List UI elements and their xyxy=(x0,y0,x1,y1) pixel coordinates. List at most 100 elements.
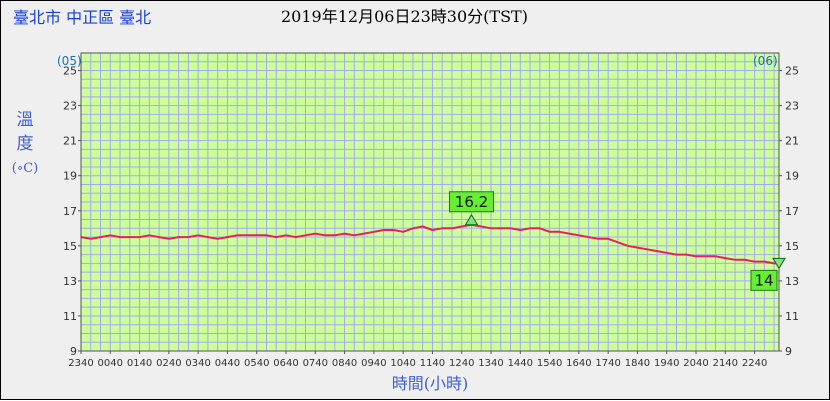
x-tick-label: 0040 xyxy=(98,358,123,369)
y-tick-label-left: 13 xyxy=(63,275,77,288)
data-point xyxy=(714,255,717,258)
data-point xyxy=(499,227,502,230)
y-tick-label-left: 17 xyxy=(63,205,77,218)
data-point xyxy=(255,234,258,237)
y-tick-label-right: 23 xyxy=(785,100,799,113)
plot-border xyxy=(80,52,780,352)
y-tick-label-left: 21 xyxy=(63,135,77,148)
data-point xyxy=(402,231,404,233)
data-point xyxy=(373,231,375,233)
y-tick-label-left: 19 xyxy=(63,170,77,183)
x-axis-label: 時間(小時) xyxy=(392,374,469,393)
data-point xyxy=(587,236,590,238)
data-point xyxy=(568,232,570,235)
data-point xyxy=(246,234,248,237)
data-point xyxy=(294,236,297,238)
data-point xyxy=(89,238,92,240)
data-point xyxy=(704,255,707,258)
data-point xyxy=(197,234,199,237)
data-point xyxy=(529,227,531,230)
data-point xyxy=(509,227,512,230)
datetime-title: 2019年12月06日23時30分(TST) xyxy=(281,7,528,26)
y-tick-label-right: 11 xyxy=(785,310,799,323)
day-marker-left: (05) xyxy=(57,54,82,68)
data-point xyxy=(646,248,649,251)
x-tick-label: 1640 xyxy=(566,358,591,369)
min-value-label: 14 xyxy=(754,271,773,289)
y-tick-label-right: 25 xyxy=(785,65,799,78)
y-tick-label-right: 9 xyxy=(785,345,792,358)
x-tick-label: 0140 xyxy=(127,358,152,369)
data-point xyxy=(665,252,668,254)
data-point xyxy=(324,234,326,237)
x-tick-label: 0640 xyxy=(273,358,298,369)
max-annotation: 16.2 xyxy=(448,191,494,226)
x-tick-label: 2240 xyxy=(742,358,767,369)
x-tick-label: 0540 xyxy=(244,358,269,369)
y-tick-label-right: 21 xyxy=(785,135,799,148)
data-point xyxy=(148,234,151,237)
data-point xyxy=(119,236,121,238)
axes: 9 9 11 11 13 13 15 15 17 17 19 19 21 21 23 23 25 25 2340 00… xyxy=(63,65,799,369)
data-point xyxy=(578,234,580,237)
x-tick-label: 1840 xyxy=(625,358,650,369)
data-point xyxy=(753,260,756,263)
min-triangle-marker xyxy=(772,257,786,270)
data-point xyxy=(236,234,238,237)
x-tick-label: 0440 xyxy=(215,358,240,369)
data-point xyxy=(392,229,395,231)
data-point xyxy=(177,236,180,238)
data-point xyxy=(304,234,307,237)
data-point xyxy=(460,225,463,228)
data-point xyxy=(695,255,697,258)
x-tick-label: 2040 xyxy=(683,358,708,369)
data-point xyxy=(626,245,629,247)
data-point xyxy=(597,238,600,240)
data-point xyxy=(617,241,619,244)
data-point xyxy=(382,229,385,231)
data-point xyxy=(558,231,561,233)
day-marker-right: (06) xyxy=(753,54,778,68)
x-tick-label: 1440 xyxy=(508,358,533,369)
data-point xyxy=(656,250,658,252)
data-point xyxy=(539,227,541,230)
max-value-label: 16.2 xyxy=(455,193,488,211)
min-annotation: 14 xyxy=(750,257,786,291)
data-point xyxy=(138,236,141,238)
data-point xyxy=(363,232,365,235)
y-tick-label-right: 13 xyxy=(785,275,799,288)
annotation-layer: 16.2 14 xyxy=(448,191,786,291)
data-point xyxy=(80,236,82,238)
data-point xyxy=(334,234,336,237)
data-point xyxy=(99,236,102,238)
data-point xyxy=(265,234,268,237)
y-tick-label-right: 15 xyxy=(785,240,799,253)
x-tick-label: 0740 xyxy=(303,358,328,369)
y-tick-label-right: 17 xyxy=(785,205,799,218)
data-point xyxy=(519,229,522,231)
x-tick-label: 2140 xyxy=(713,358,738,369)
y-tick-label-left: 9 xyxy=(70,345,77,358)
x-tick-label: 0840 xyxy=(332,358,357,369)
data-point xyxy=(421,225,424,228)
x-tick-label: 1740 xyxy=(595,358,620,369)
data-point xyxy=(412,227,414,230)
data-point xyxy=(724,257,727,259)
data-point xyxy=(314,232,317,235)
y-tick-label-right: 19 xyxy=(785,170,799,183)
data-point xyxy=(734,259,736,261)
data-point xyxy=(168,238,170,240)
data-point xyxy=(275,236,278,238)
data-point xyxy=(187,236,190,238)
data-point xyxy=(207,236,209,238)
data-point xyxy=(343,232,346,235)
x-tick-label: 0940 xyxy=(361,358,386,369)
series-layer xyxy=(80,223,780,265)
y-axis-unit: (∘C) xyxy=(12,161,38,176)
data-point xyxy=(636,246,639,249)
y-tick-label-left: 25 xyxy=(63,65,77,78)
y-tick-label-left: 11 xyxy=(63,310,77,323)
x-tick-label: 1940 xyxy=(654,358,679,369)
data-point xyxy=(431,229,434,231)
